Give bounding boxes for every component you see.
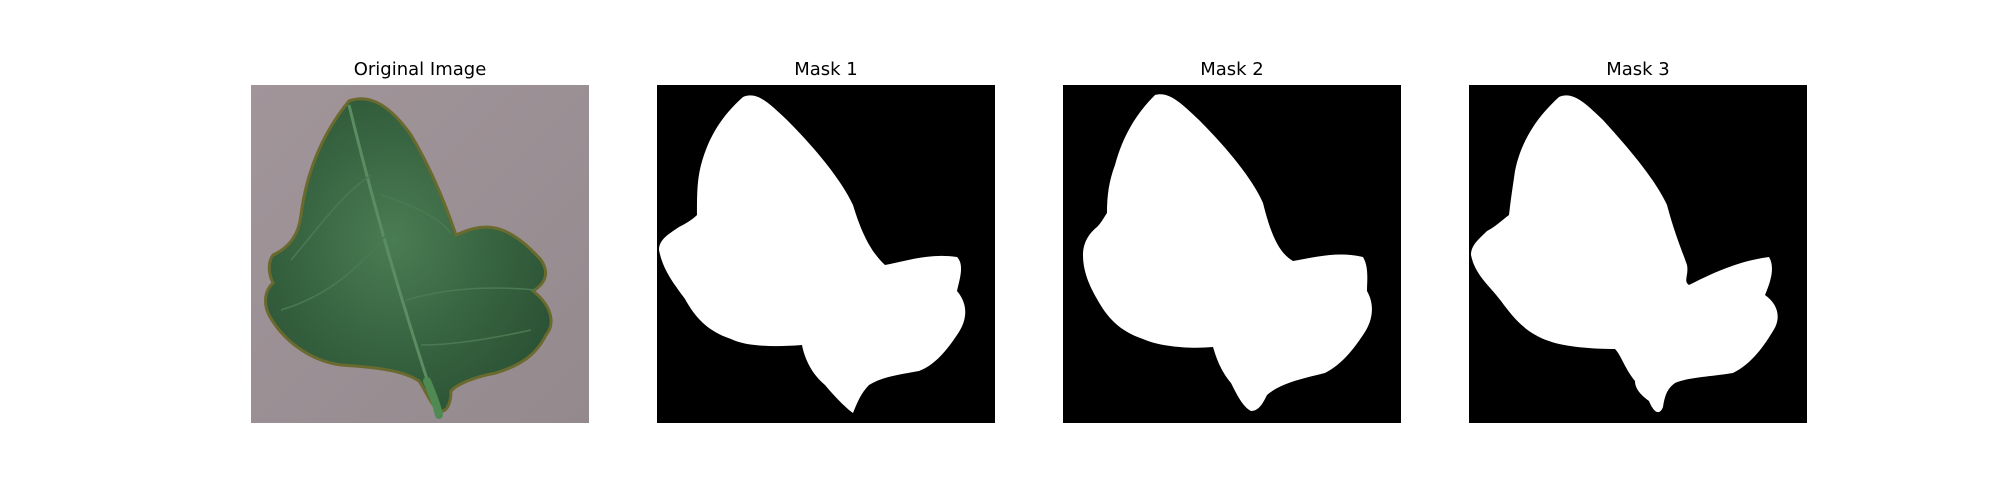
panel-title: Mask 3 [1606, 59, 1670, 80]
panel-title: Mask 2 [1200, 59, 1264, 80]
panel-title: Mask 1 [794, 59, 858, 80]
panel-mask-2: Mask 2 [1063, 59, 1401, 424]
mask-image [1469, 85, 1807, 423]
mask-image [657, 85, 995, 423]
panel-mask-3: Mask 3 [1469, 59, 1807, 424]
panel-mask-1: Mask 1 [657, 59, 995, 424]
leaf-photo [251, 85, 589, 423]
panel-title: Original Image [353, 59, 487, 80]
panel-original-image: Original Image [251, 59, 589, 424]
mask-image [1063, 85, 1401, 423]
